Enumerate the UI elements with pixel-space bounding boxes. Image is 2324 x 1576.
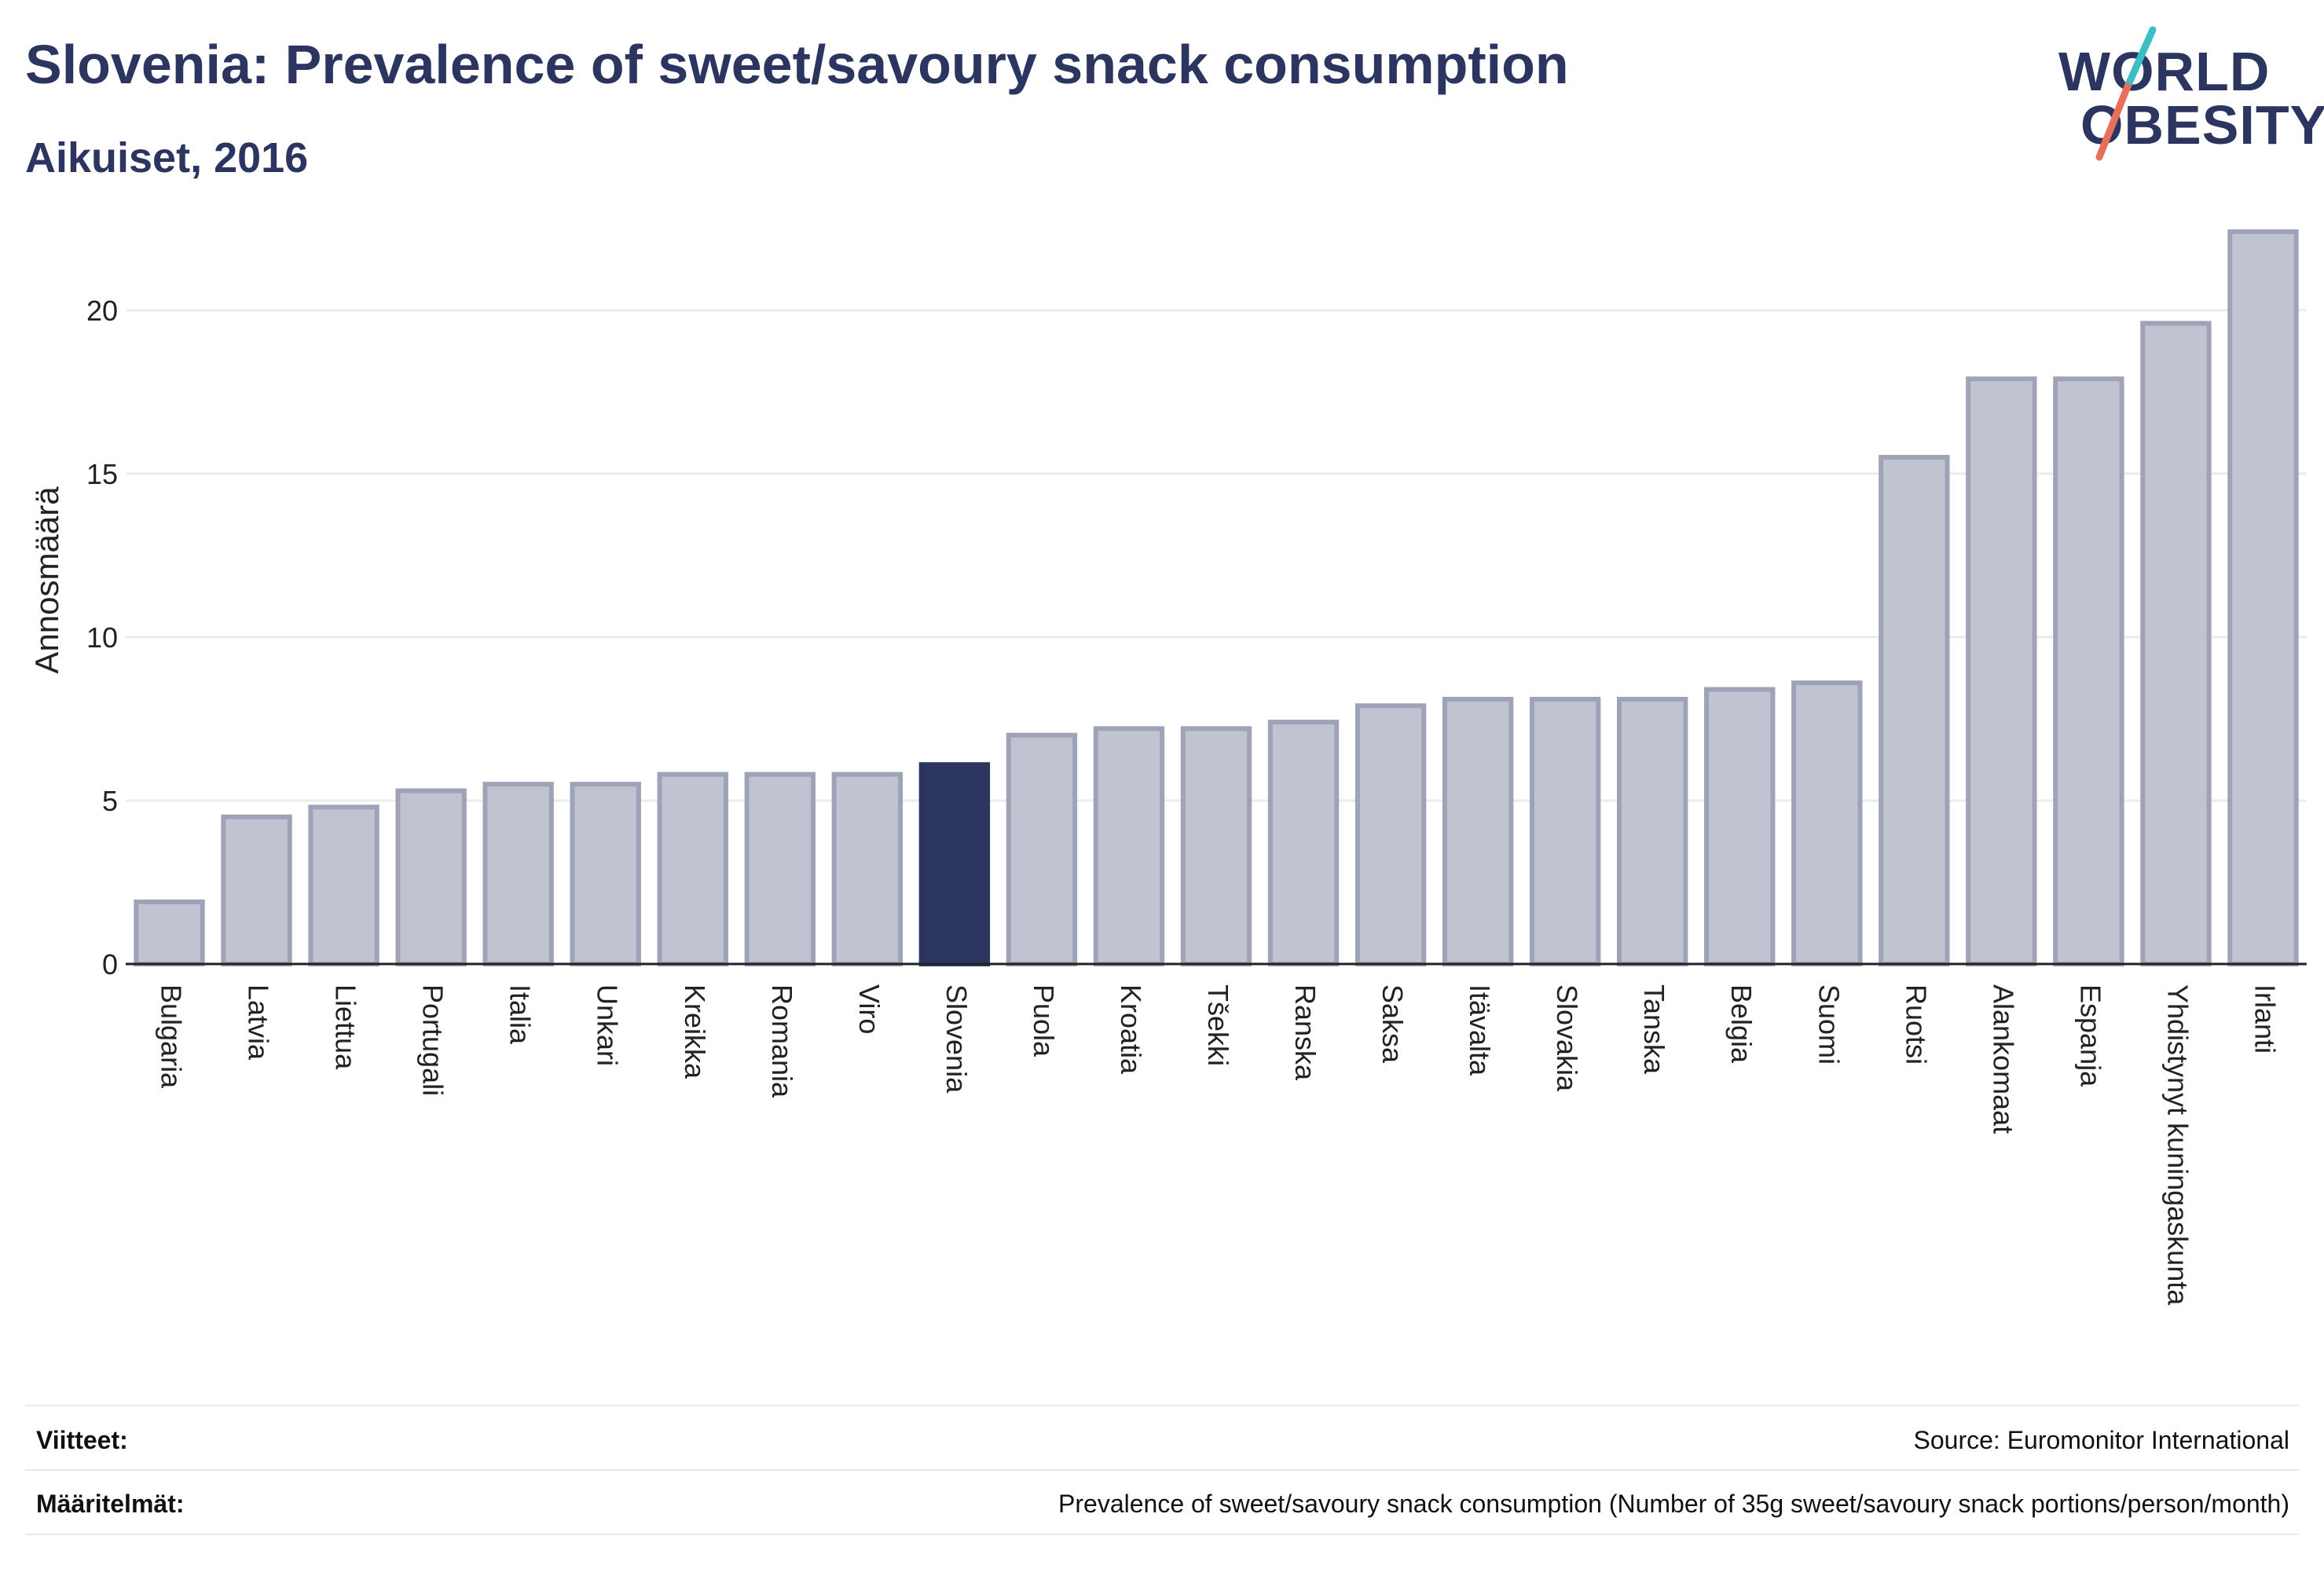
footer-divider: [25, 1469, 2299, 1471]
bar-espanja: [2053, 376, 2124, 966]
bar-romania: [744, 772, 816, 966]
x-tick-label: Liettua: [330, 984, 362, 1070]
x-tick-label: Ruotsi: [1900, 984, 1932, 1065]
bar-irlanti: [2227, 229, 2299, 966]
x-tick-label: Suomi: [1813, 984, 1845, 1065]
tick-labels: 0 5 10 15 20 Bulgaria Latvia Liettua Portugali It…: [86, 295, 2282, 1306]
y-tick-label: 15: [86, 458, 118, 490]
bar-portugali: [395, 788, 467, 967]
logo-text-line1: WORLD: [2058, 41, 2271, 102]
footer-divider: [25, 1405, 2299, 1406]
x-tick-label: Kreikka: [679, 984, 711, 1079]
x-tick-label: Portugali: [417, 984, 449, 1096]
bar-alankomaat: [1966, 376, 2037, 966]
x-tick-label: Romania: [766, 984, 798, 1098]
x-tick-label: Puola: [1028, 984, 1060, 1057]
footer-divider: [25, 1534, 2299, 1535]
bar-chart: Annosmäärä 0 5 10 15 20 Bulgaria Latvia Liettua…: [28, 229, 2307, 1306]
bar-italia: [482, 782, 554, 966]
bar-saksa: [1354, 703, 1427, 967]
bar-suomi: [1791, 680, 1863, 966]
bar-slovakia: [1529, 696, 1601, 966]
bar-tšekki: [1180, 726, 1252, 967]
bar-bulgaria: [134, 899, 205, 966]
x-tick-label: Tšekki: [1202, 984, 1234, 1066]
chart-title: Slovenia: Prevalence of sweet/savoury sn…: [25, 34, 1569, 95]
bar-yhdistynyt-kuningaskunta: [2140, 321, 2212, 967]
x-tick-label: Unkari: [592, 984, 624, 1066]
references-label: Viitteet:: [36, 1426, 128, 1454]
x-tick-label: Italia: [504, 984, 537, 1045]
bar-kroatia: [1093, 726, 1165, 967]
bar-itävalta: [1442, 696, 1514, 966]
bar-tanska: [1617, 696, 1688, 966]
x-tick-label: Tanska: [1638, 984, 1670, 1075]
bar-ranska: [1267, 720, 1340, 966]
y-tick-label: 10: [86, 621, 118, 654]
axes: Annosmäärä: [28, 486, 2307, 966]
x-tick-label: Kroatia: [1115, 984, 1147, 1075]
x-tick-label: Espanja: [2074, 984, 2106, 1087]
x-tick-label: Belgia: [1725, 984, 1758, 1064]
bar-viro: [831, 772, 904, 966]
world-obesity-logo: WORLD OBESITY: [2043, 24, 2324, 165]
x-tick-label: Alankomaat: [1987, 984, 2019, 1134]
logo-slash-icon: [2095, 26, 2157, 161]
bar-unkari: [570, 782, 641, 966]
bar-liettua: [308, 804, 379, 967]
y-tick-label: 5: [102, 785, 118, 817]
x-tick-label: Latvia: [243, 984, 275, 1061]
definitions-label: Määritelmät:: [36, 1490, 185, 1518]
x-tick-label: Yhdistynyt kuningaskunta: [2161, 984, 2194, 1306]
y-axis-label: Annosmäärä: [28, 486, 65, 674]
bar-kreikka: [657, 772, 728, 966]
bar-ruotsi: [1879, 455, 1950, 966]
definitions-value: Prevalence of sweet/savoury snack consum…: [1058, 1490, 2289, 1518]
bar-latvia: [221, 814, 292, 966]
references-value: Source: Euromonitor International: [1913, 1426, 2289, 1454]
x-tick-label: Ranska: [1289, 984, 1321, 1081]
bar-slovenia: [918, 762, 991, 966]
bar-belgia: [1704, 687, 1776, 966]
x-tick-label: Saksa: [1376, 984, 1409, 1064]
x-tick-label: Bulgaria: [156, 984, 188, 1089]
x-tick-label: Slovakia: [1551, 984, 1583, 1092]
chart-subtitle: Aikuiset, 2016: [25, 134, 309, 181]
y-tick-label: 0: [102, 948, 118, 980]
bars: [134, 229, 2299, 967]
bar-puola: [1006, 732, 1078, 966]
y-tick-label: 20: [86, 295, 118, 327]
x-tick-label: Slovenia: [940, 984, 973, 1094]
x-tick-label: Viro: [853, 984, 885, 1034]
x-tick-label: Irlanti: [2249, 984, 2281, 1054]
x-tick-label: Itävalta: [1464, 984, 1496, 1076]
